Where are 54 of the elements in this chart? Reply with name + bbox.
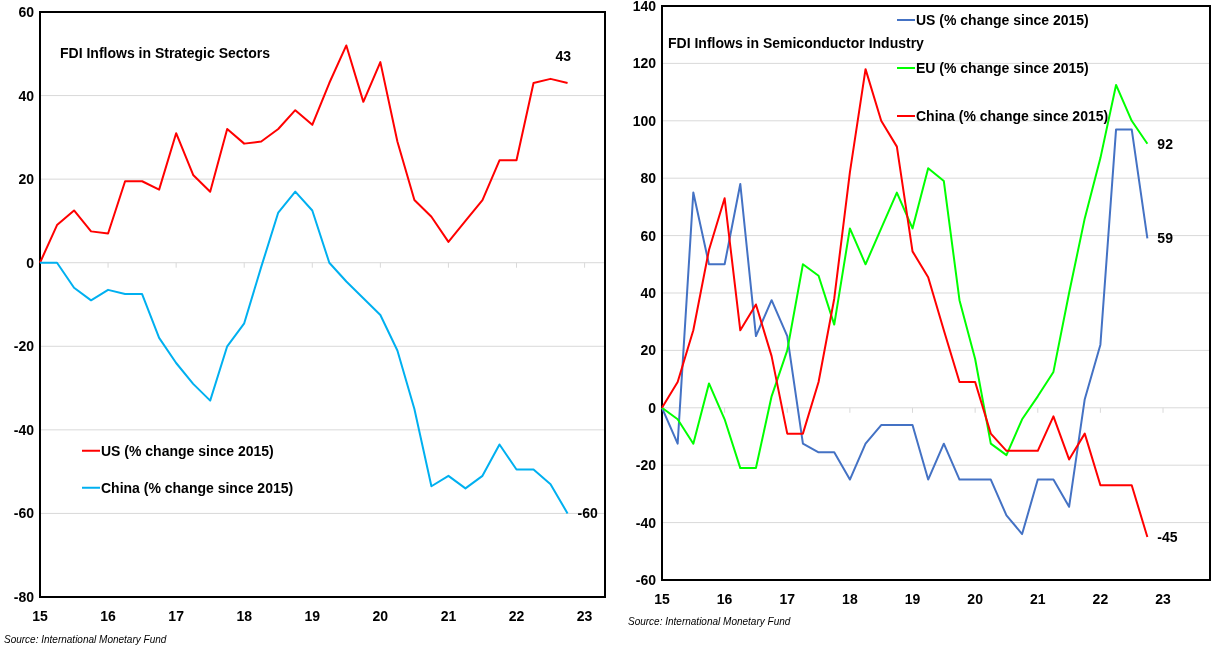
y-tick-label: -20 (635, 457, 657, 474)
x-tick-label: 22 (508, 608, 525, 624)
y-tick-label: -40 (13, 421, 35, 438)
x-tick-label: 19 (904, 591, 921, 607)
data-label: 59 (1157, 230, 1174, 247)
data-label: -45 (1157, 528, 1178, 545)
y-tick-label: -80 (13, 589, 35, 605)
y-tick-label: -60 (635, 572, 657, 588)
line-series (39, 190, 569, 515)
y-tick-label: 120 (632, 55, 657, 72)
x-tick-label: 18 (236, 608, 253, 624)
source-note: Source: International Monetary Fund (4, 634, 167, 645)
y-tick-label: 0 (26, 254, 35, 271)
x-tick-label: 16 (716, 591, 733, 607)
y-tick-label: 60 (640, 227, 657, 244)
x-tick-label: 22 (1092, 591, 1109, 607)
text: FDI Inflows in Strategic Sectors (60, 45, 271, 61)
text: FDI Inflows in Semiconductor Industry (668, 35, 925, 51)
source-note: Source: International Monetary Fund (628, 616, 791, 627)
y-tick-label: 20 (640, 342, 657, 359)
y-tick-label: 140 (632, 0, 657, 14)
y-tick-label: 100 (632, 112, 657, 129)
y-tick-label: 60 (18, 4, 35, 20)
line-series (39, 44, 569, 264)
x-tick-label: 19 (304, 608, 321, 624)
y-tick-label: 40 (640, 285, 657, 301)
x-tick-label: 21 (1029, 591, 1046, 607)
x-tick-label: 20 (967, 591, 984, 607)
x-tick-label: 17 (779, 591, 796, 607)
y-tick-label: -60 (13, 505, 35, 522)
x-tick-label: 18 (842, 591, 858, 607)
x-tick-label: 15 (32, 608, 48, 624)
legend-label: EU (% change since 2015) (916, 60, 1089, 76)
y-tick-label: 0 (648, 399, 657, 416)
legend-label: China (% change since 2015) (916, 108, 1109, 124)
data-label: -60 (577, 505, 599, 522)
line-series (661, 83, 1149, 470)
x-tick-label: 23 (1155, 591, 1172, 607)
y-tick-label: 40 (18, 87, 35, 104)
x-tick-label: 21 (440, 608, 457, 624)
legend-label: China (% change since 2015) (101, 479, 294, 496)
y-tick-label: -40 (635, 514, 657, 531)
y-tick-label: 80 (640, 170, 657, 187)
y-tick-label: 20 (18, 171, 35, 188)
data-label: 92 (1157, 135, 1174, 152)
x-tick-label: 15 (654, 591, 670, 607)
legend-label: US (% change since 2015) (101, 442, 274, 459)
y-tick-label: -20 (13, 338, 35, 355)
x-tick-label: 20 (372, 608, 389, 624)
x-tick-label: 23 (576, 608, 593, 624)
x-tick-label: 16 (100, 608, 117, 624)
legend-label: US (% change since 2015) (916, 12, 1089, 28)
x-tick-label: 17 (168, 608, 185, 624)
data-label: 43 (555, 48, 572, 65)
